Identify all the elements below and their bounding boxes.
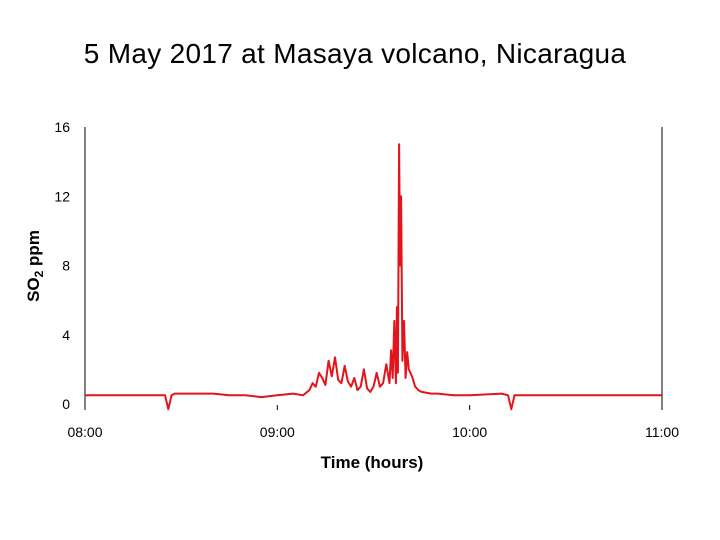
so2-series-line <box>85 143 662 411</box>
y-axis-label-sub: 2 <box>32 270 46 277</box>
y-tick-label: 8 <box>62 258 70 274</box>
x-tick-label: 11:00 <box>645 424 679 440</box>
y-axis-label-rest: ppm <box>24 230 43 271</box>
x-tick-label: 08:00 <box>67 424 102 440</box>
y-tick-label: 16 <box>54 119 70 135</box>
y-tick-label: 4 <box>62 327 70 343</box>
y-axis-label-main: SO <box>24 277 43 302</box>
y-tick-label: 0 <box>62 396 70 412</box>
y-tick-label: 12 <box>54 188 70 204</box>
x-axis-label: Time (hours) <box>321 453 424 472</box>
x-tick-label: 10:00 <box>452 424 487 440</box>
chart-title: 5 May 2017 at Masaya volcano, Nicaragua <box>83 38 627 69</box>
y-axis-label: SO2 ppm <box>24 230 46 302</box>
x-tick-label: 09:00 <box>260 424 295 440</box>
